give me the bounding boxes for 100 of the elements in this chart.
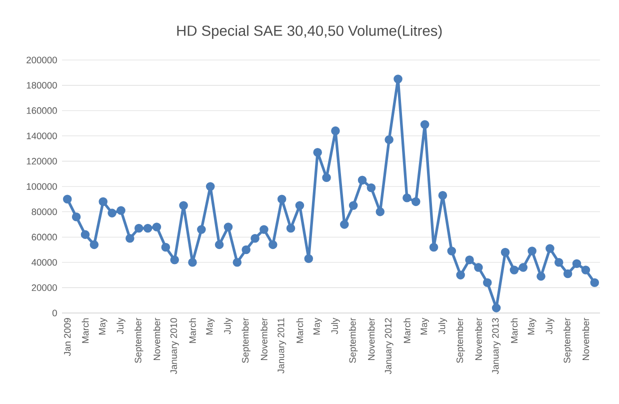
point <box>465 255 474 264</box>
y-tick-label: 80000 <box>32 208 57 216</box>
x-tick-label: July <box>116 318 126 334</box>
point <box>376 207 385 216</box>
point <box>331 126 340 136</box>
x-tick-label: September <box>134 318 144 363</box>
y-tick-label: 0 <box>52 310 57 316</box>
point <box>438 190 448 200</box>
x-tick-label: Jan 2009 <box>64 318 71 356</box>
point <box>536 272 546 281</box>
point <box>62 194 72 204</box>
point <box>232 258 242 267</box>
x-tick-label: March <box>296 318 304 343</box>
point <box>188 258 197 267</box>
point <box>72 212 81 222</box>
y-tick-label: 120000 <box>26 158 57 164</box>
point <box>268 240 278 250</box>
point <box>313 148 322 157</box>
x-tick-label: March <box>189 318 196 343</box>
point <box>492 304 501 312</box>
point <box>411 197 420 206</box>
point <box>90 240 99 250</box>
point <box>340 220 349 229</box>
point <box>143 224 152 233</box>
x-tick-label: September <box>563 318 572 363</box>
x-tick-label: March <box>510 318 518 343</box>
point <box>277 194 286 204</box>
point <box>420 120 430 129</box>
x-tick-label: May <box>98 318 108 335</box>
y-tick-label: 160000 <box>26 107 57 114</box>
x-tick-label: November <box>260 318 268 360</box>
point <box>161 242 170 252</box>
x-tick-label: November <box>368 318 375 360</box>
point <box>206 182 215 191</box>
x-tick-label: July <box>438 318 448 334</box>
point <box>572 259 582 268</box>
point <box>304 254 314 263</box>
x-tick-label: March <box>82 318 89 343</box>
point <box>179 201 188 210</box>
point <box>242 245 250 254</box>
point <box>260 225 268 234</box>
point <box>170 255 180 264</box>
point <box>590 278 600 288</box>
x-tick-label: May <box>313 318 322 335</box>
point <box>80 230 90 239</box>
point <box>394 74 402 84</box>
y-tick-label: 140000 <box>26 132 57 140</box>
point <box>116 206 126 215</box>
point <box>322 173 331 182</box>
point <box>429 242 438 252</box>
point <box>152 222 162 232</box>
y-tick-label: 200000 <box>26 56 57 64</box>
point <box>250 234 260 243</box>
x-tick-label: September <box>242 318 250 363</box>
point <box>348 201 358 210</box>
point <box>546 244 554 253</box>
point <box>214 240 224 250</box>
x-tick-label: July <box>331 318 340 334</box>
x-tick-label: November <box>582 318 590 360</box>
point <box>528 246 536 256</box>
x-tick-label: November <box>153 318 160 360</box>
point <box>224 222 233 232</box>
y-tick-label: 100000 <box>26 183 57 190</box>
point <box>563 269 572 278</box>
x-tick-label: May <box>528 318 536 335</box>
x-tick-label: January 2011 <box>278 318 286 374</box>
x-tick-label: March <box>404 318 410 343</box>
point <box>108 208 116 218</box>
point <box>456 270 465 280</box>
chart-title: HD Special SAE 30,40,50 Volume(Litres) <box>177 25 442 39</box>
point <box>518 263 528 272</box>
point <box>366 183 376 192</box>
x-tick-label: May <box>206 318 215 335</box>
point <box>581 266 590 274</box>
point <box>126 234 134 243</box>
point <box>510 266 519 274</box>
point <box>554 258 564 267</box>
point <box>447 246 456 256</box>
point <box>500 248 510 257</box>
point <box>474 263 483 272</box>
y-tick-label: 40000 <box>32 259 57 266</box>
point <box>402 193 412 202</box>
point <box>98 197 108 206</box>
x-tick-label: November <box>475 318 482 360</box>
point <box>134 224 144 233</box>
y-tick-label: 60000 <box>32 234 57 240</box>
point <box>358 176 367 185</box>
x-tick-label: July <box>546 318 554 334</box>
x-tick-label: January 2012 <box>384 318 394 374</box>
y-tick-label: 180000 <box>26 82 57 89</box>
point <box>384 135 394 144</box>
point <box>295 201 304 210</box>
x-tick-label: September <box>348 318 358 363</box>
x-tick-label: January 2013 <box>492 318 501 374</box>
y-tick-label: 20000 <box>32 284 57 291</box>
point <box>286 224 296 233</box>
x-tick-label: September <box>456 318 465 363</box>
x-tick-label: July <box>224 318 233 334</box>
x-tick-label: May <box>420 318 430 335</box>
point <box>197 225 206 234</box>
